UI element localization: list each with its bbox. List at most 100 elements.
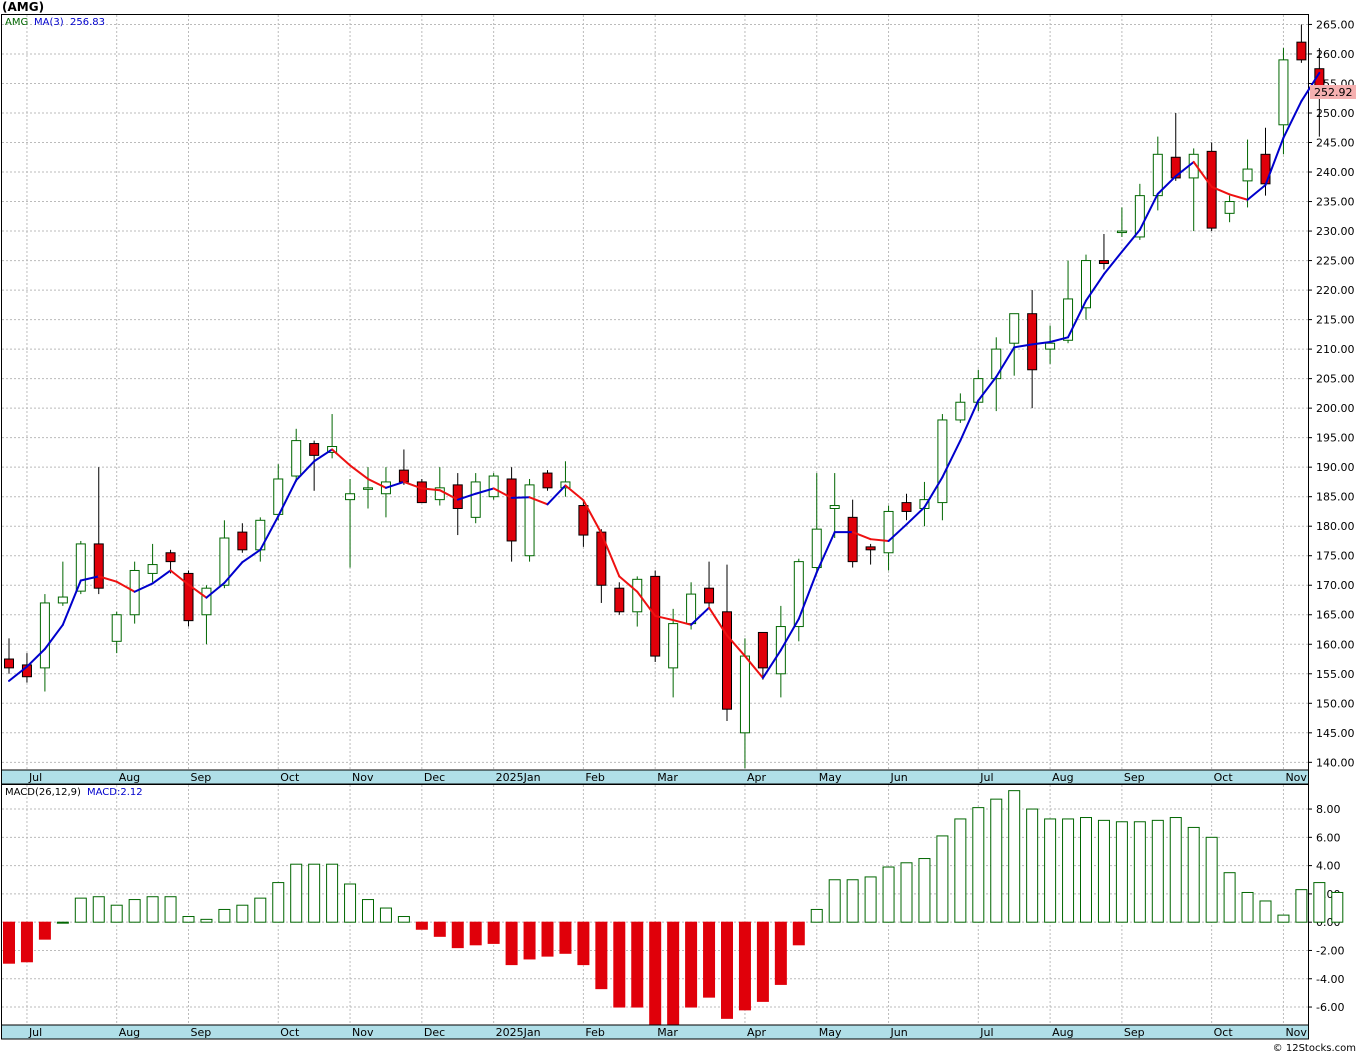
candle-body xyxy=(93,543,104,589)
candle xyxy=(147,543,158,583)
candle-body xyxy=(847,516,858,563)
month-label-bottom: Dec xyxy=(424,1026,445,1039)
month-label-bottom: May xyxy=(819,1026,842,1039)
month-label-top: Aug xyxy=(119,771,140,784)
month-label-top: Aug xyxy=(1052,771,1073,784)
candle-body xyxy=(1116,230,1127,234)
month-label-bottom: Oct xyxy=(1214,1026,1234,1039)
candle-body xyxy=(1278,59,1289,126)
macd-bar xyxy=(1133,821,1146,923)
price-y-axis: 265.00260.00255.00250.00245.00240.00235.… xyxy=(1308,18,1355,769)
ma3-segment xyxy=(1138,192,1159,231)
month-label-top: Oct xyxy=(1214,771,1234,784)
ma3-segment xyxy=(384,480,405,489)
ma3-segment xyxy=(1282,100,1303,139)
ma3-segment xyxy=(61,579,82,626)
month-axis-top: Jul Aug Sep Oct Nov Dec 2025Jan Feb Mar Apr May Jun… xyxy=(1,769,1309,785)
macd-bar xyxy=(1295,889,1308,923)
macd-bar xyxy=(577,921,590,966)
legend-symbol: AMG xyxy=(5,17,28,28)
macd-bar xyxy=(254,897,267,923)
ma3-segment xyxy=(205,581,226,599)
macd-bar xyxy=(415,921,428,930)
month-label-top: Jul xyxy=(979,771,993,784)
candle xyxy=(955,393,966,423)
month-label-top: Mar xyxy=(657,771,678,784)
candle xyxy=(416,478,427,504)
price-y-tick-label: 245.00 xyxy=(1316,137,1355,150)
month-label-bottom: 2025Jan xyxy=(496,1026,541,1039)
month-band-bottom xyxy=(1,1024,1309,1040)
candle-body xyxy=(1045,342,1056,350)
candle-body xyxy=(829,505,840,509)
macd-bar xyxy=(918,858,931,923)
macd-bar xyxy=(1044,818,1057,923)
macd-panel: 8.006.004.002.000.00-2.00-4.00-6.00 MACD… xyxy=(1,784,1344,1026)
month-label-top: Nov xyxy=(1285,771,1307,784)
ma3-segment xyxy=(1102,250,1123,276)
ma3-segment xyxy=(492,487,513,499)
ma3-segment xyxy=(1013,343,1034,349)
macd-bar xyxy=(685,921,698,1008)
ma3-segment xyxy=(331,448,352,467)
candle-body xyxy=(506,478,517,542)
ma3-segment xyxy=(313,448,334,463)
price-y-tick-label: 195.00 xyxy=(1316,432,1355,445)
macd-bar xyxy=(828,879,841,923)
candle xyxy=(1224,195,1235,223)
month-label-bottom: Sep xyxy=(1124,1026,1145,1039)
macd-bar xyxy=(1008,790,1021,923)
macd-bar xyxy=(738,921,751,1011)
month-label-top: Jul xyxy=(28,771,42,784)
macd-bar xyxy=(972,807,985,923)
ma3-segment xyxy=(79,575,100,582)
ma3-segment xyxy=(259,515,280,551)
price-y-tick-label: 190.00 xyxy=(1316,461,1355,474)
ma3-segment xyxy=(654,614,675,622)
macd-y-tick-label: 6.00 xyxy=(1316,831,1341,844)
month-label-top: Nov xyxy=(352,771,374,784)
ma3-segment xyxy=(25,647,46,668)
ma3-segment xyxy=(456,492,477,501)
candle xyxy=(668,608,679,698)
month-axis-bottom: Jul Aug Sep Oct Nov Dec 2025Jan Feb Mar Apr May Jun… xyxy=(1,1024,1309,1040)
price-y-tick-label: 210.00 xyxy=(1316,343,1355,356)
candle xyxy=(1063,260,1074,344)
macd-bar xyxy=(146,896,159,923)
ma3-segment xyxy=(1031,341,1052,346)
candle-body xyxy=(1134,195,1145,238)
macd-bar xyxy=(1062,818,1075,923)
macd-bar xyxy=(182,916,195,923)
ma3-segment xyxy=(797,571,818,620)
ma3-segment xyxy=(349,464,369,480)
macd-bar xyxy=(667,921,680,1026)
candle-body xyxy=(398,469,409,483)
candle-body xyxy=(991,348,1002,380)
ma3-line xyxy=(8,71,1321,682)
month-label-top: Jun xyxy=(890,771,908,784)
candle-body xyxy=(165,552,176,563)
candle-body xyxy=(1081,260,1091,309)
ma3-segment xyxy=(1067,299,1087,339)
candle-body xyxy=(937,419,948,504)
price-y-tick-label: 160.00 xyxy=(1316,638,1355,651)
ma3-segment xyxy=(1156,175,1177,195)
month-label-top: Feb xyxy=(585,771,604,784)
ma3-segment xyxy=(97,575,118,583)
macd-bar xyxy=(541,921,554,957)
macd-bar xyxy=(1259,900,1272,923)
candle-body xyxy=(345,493,356,501)
macd-bar xyxy=(649,921,662,1026)
ma3-segment xyxy=(402,480,423,490)
month-label-bottom: Nov xyxy=(1285,1026,1307,1039)
price-panel: 265.00260.00255.00250.00245.00240.00235.… xyxy=(1,0,1356,771)
month-label-bottom: Aug xyxy=(119,1026,140,1039)
credit-text: © 12Stocks.com xyxy=(1273,1043,1356,1054)
macd-bar xyxy=(595,921,608,990)
macd-y-tick-label: -4.00 xyxy=(1316,973,1344,986)
price-y-tick-label: 175.00 xyxy=(1316,550,1355,563)
macd-bar xyxy=(236,904,249,923)
macd-bar xyxy=(469,921,482,946)
macd-bar xyxy=(1080,817,1092,923)
ma3-segment xyxy=(43,623,64,650)
